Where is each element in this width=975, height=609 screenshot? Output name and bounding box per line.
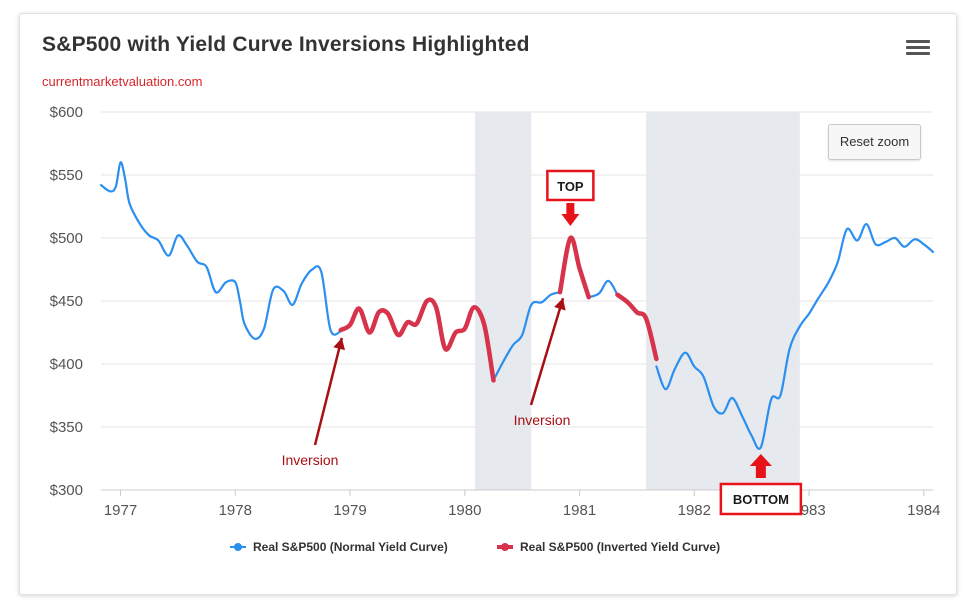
series-inverted-line[interactable] (338, 297, 496, 383)
y-tick-label: $350 (50, 419, 83, 436)
x-tick-label: 1982 (678, 502, 711, 519)
x-tick-label: 1981 (563, 502, 596, 519)
inversion-arrow-2-head (554, 298, 566, 311)
y-tick-label: $450 (50, 293, 83, 310)
hamburger-menu-icon[interactable] (906, 40, 930, 58)
y-tick-label: $400 (50, 356, 83, 373)
reset-zoom-button[interactable]: Reset zoom (828, 124, 921, 160)
y-tick-label: $550 (50, 167, 83, 184)
series-normal-line[interactable] (492, 291, 562, 382)
x-tick-label: 1984 (907, 502, 940, 519)
series-normal-line[interactable] (587, 279, 619, 299)
legend-normal-label: Real S&P500 (Normal Yield Curve) (253, 540, 448, 554)
y-tick-label: $500 (50, 230, 83, 247)
top-callout-box (546, 169, 595, 202)
x-tick-label: 1979 (333, 502, 366, 519)
x-tick-label: 1977 (104, 502, 137, 519)
inversion-arrow-1-shaft (313, 337, 344, 446)
series-inverted-line[interactable] (557, 235, 591, 300)
y-tick-label: $600 (50, 104, 83, 121)
legend-normal-marker[interactable] (234, 543, 242, 551)
legend-inverted-label: Real S&P500 (Inverted Yield Curve) (520, 540, 720, 554)
inversion-label-2: Inversion (514, 412, 571, 428)
bottom-callout-label: BOTTOM (733, 492, 789, 507)
x-tick-label: 1978 (219, 502, 252, 519)
inversion-arrow-1-head (333, 337, 345, 351)
x-tick-label: 1980 (448, 502, 481, 519)
legend-inverted-marker[interactable] (501, 543, 509, 551)
bottom-callout-box (719, 482, 803, 516)
chart-title: S&P500 with Yield Curve Inversions Highl… (42, 33, 530, 56)
series-normal-line[interactable] (655, 223, 935, 450)
y-tick-label: $300 (50, 482, 83, 499)
top-arrow-icon (561, 203, 580, 226)
bottom-arrow-icon (749, 454, 772, 478)
series-inverted-line[interactable] (615, 292, 659, 362)
top-callout-label: TOP (557, 179, 584, 194)
source-link[interactable]: currentmarketvaluation.com (42, 74, 203, 89)
inversion-label-1: Inversion (282, 452, 339, 468)
inversion-arrow-2-shaft (529, 297, 565, 406)
series-normal-line[interactable] (99, 161, 342, 341)
